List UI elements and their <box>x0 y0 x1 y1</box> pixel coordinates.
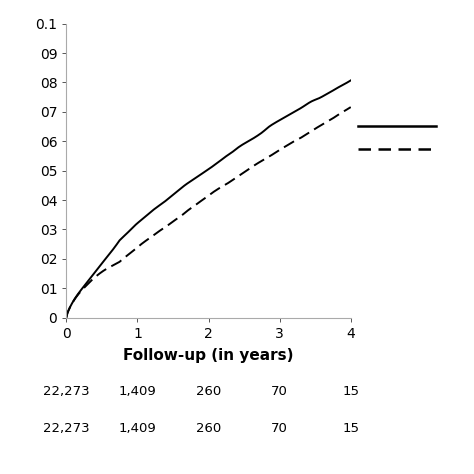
Text: 1,409: 1,409 <box>118 384 156 398</box>
Text: 260: 260 <box>196 422 221 436</box>
Text: 22,273: 22,273 <box>43 422 90 436</box>
Text: 15: 15 <box>342 384 359 398</box>
Text: 260: 260 <box>196 384 221 398</box>
Text: 70: 70 <box>271 384 288 398</box>
X-axis label: Follow-up (in years): Follow-up (in years) <box>123 347 294 363</box>
Text: 1,409: 1,409 <box>118 422 156 436</box>
Text: 15: 15 <box>342 422 359 436</box>
Text: 22,273: 22,273 <box>43 384 90 398</box>
Text: 70: 70 <box>271 422 288 436</box>
